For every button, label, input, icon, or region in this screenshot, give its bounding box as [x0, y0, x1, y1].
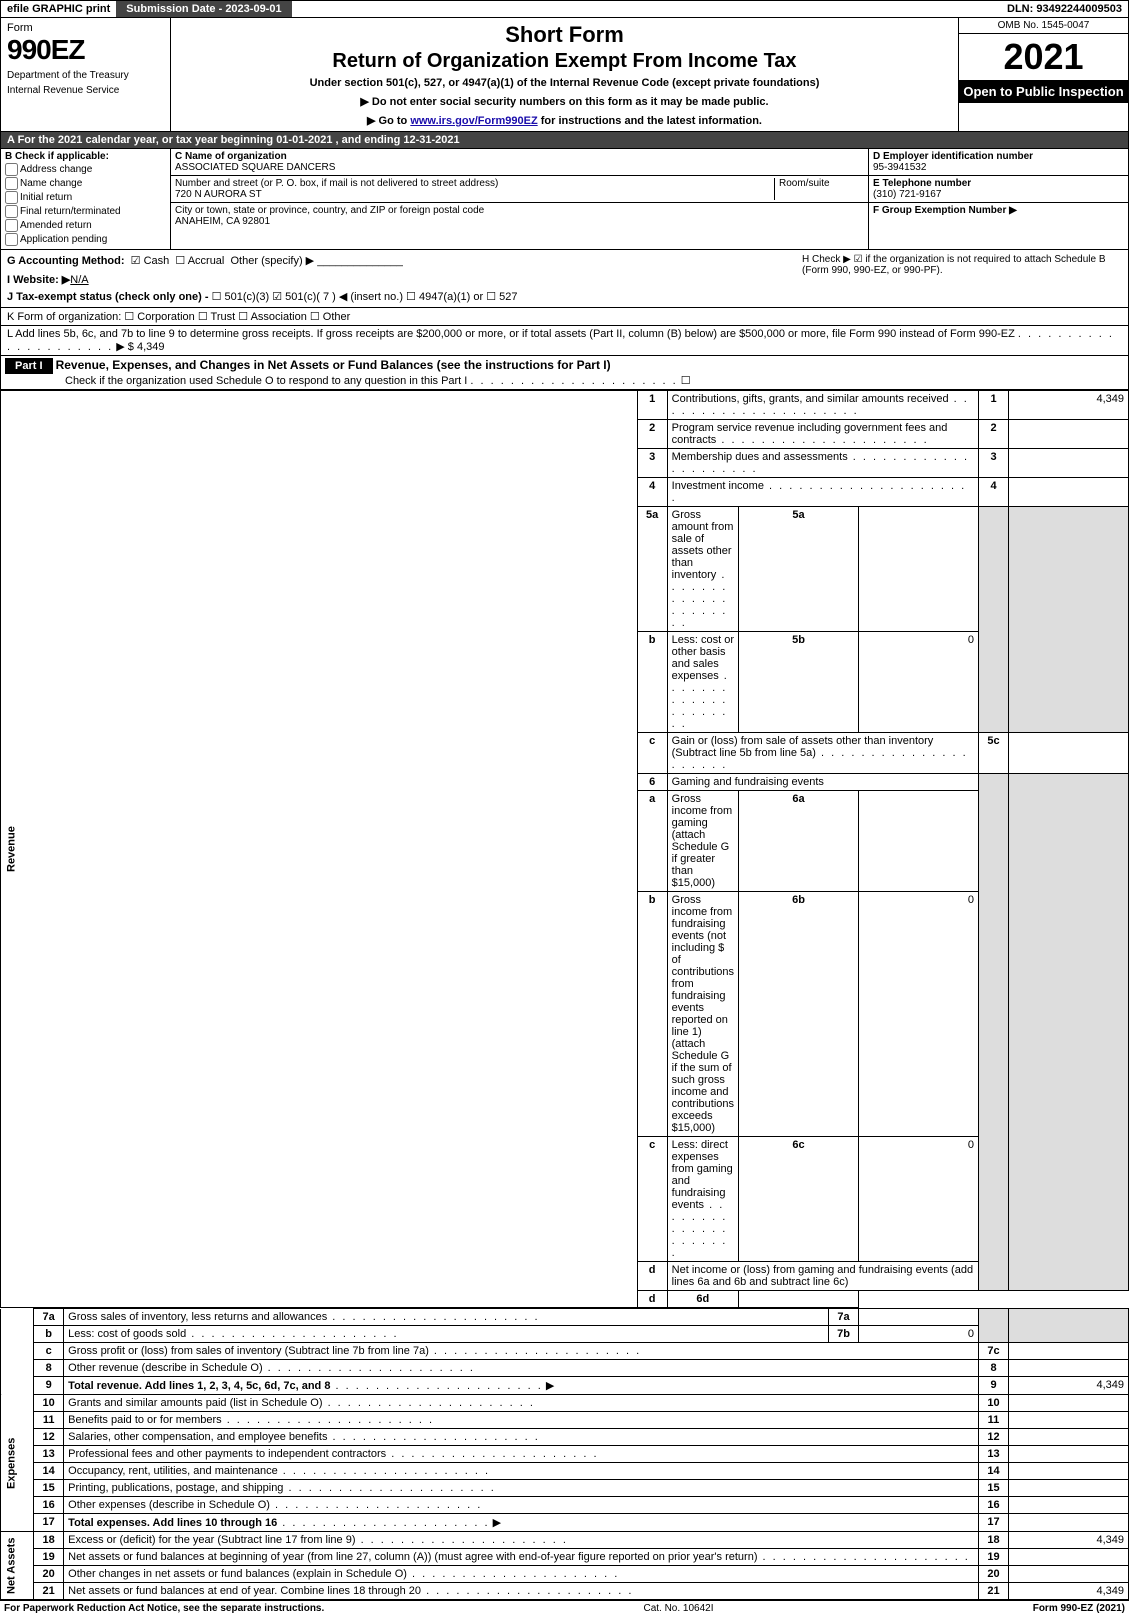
- section-b: B Check if applicable: Address change Na…: [1, 149, 171, 249]
- city-label: City or town, state or province, country…: [175, 205, 484, 216]
- section-g: G Accounting Method: ☑ Cash ☐ Accrual Ot…: [7, 254, 802, 303]
- street: 720 N AURORA ST: [175, 189, 262, 200]
- expenses-label: Expenses: [1, 1395, 34, 1532]
- room-label: Room/suite: [779, 178, 830, 189]
- line-21-val: 4,349: [1009, 1583, 1129, 1600]
- form-label: Form: [7, 22, 164, 34]
- header-right: OMB No. 1545-0047 2021 Open to Public In…: [958, 18, 1128, 131]
- main-title: Return of Organization Exempt From Incom…: [179, 50, 950, 73]
- tax-exempt-row: J Tax-exempt status (check only one) - ☐…: [7, 290, 802, 303]
- lines-table-2: 7aGross sales of inventory, less returns…: [0, 1308, 1129, 1600]
- tax-year: 2021: [959, 34, 1128, 80]
- part1-header: Part I Revenue, Expenses, and Changes in…: [0, 356, 1129, 390]
- part1-check-note: Check if the organization used Schedule …: [65, 375, 467, 387]
- efile-label[interactable]: efile GRAPHIC print: [1, 1, 116, 17]
- goto-suffix: for instructions and the latest informat…: [538, 115, 762, 127]
- tel: (310) 721-9167: [873, 189, 941, 200]
- website: N/A: [70, 274, 88, 286]
- revenue-label: Revenue: [1, 391, 638, 1308]
- check-address-change[interactable]: Address change: [5, 163, 166, 176]
- street-label: Number and street (or P. O. box, if mail…: [175, 178, 498, 189]
- line-18-val: 4,349: [1009, 1532, 1129, 1549]
- under-section: Under section 501(c), 527, or 4947(a)(1)…: [179, 77, 950, 89]
- line-9-val: 4,349: [1009, 1377, 1129, 1395]
- header: Form 990EZ Department of the Treasury In…: [0, 18, 1129, 132]
- dept-treasury: Department of the Treasury: [7, 70, 164, 81]
- org-name-label: C Name of organization: [175, 151, 287, 162]
- ssn-note: ▶ Do not enter social security numbers o…: [179, 95, 950, 108]
- footer-right: Form 990-EZ (2021): [1033, 1603, 1125, 1614]
- ein: 95-3941532: [873, 162, 926, 173]
- line-1-val: 4,349: [1009, 391, 1129, 420]
- ein-cell: D Employer identification number 95-3941…: [869, 149, 1128, 176]
- lines-table: Revenue 1Contributions, gifts, grants, a…: [0, 390, 1129, 1308]
- netassets-label: Net Assets: [1, 1532, 34, 1600]
- goto-note: ▶ Go to www.irs.gov/Form990EZ for instru…: [179, 114, 950, 127]
- section-h: H Check ▶ ☑ if the organization is not r…: [802, 254, 1122, 303]
- street-cell: Number and street (or P. O. box, if mail…: [171, 176, 868, 203]
- part1-title: Revenue, Expenses, and Changes in Net As…: [56, 358, 611, 372]
- grp-cell: F Group Exemption Number ▶: [869, 203, 1128, 218]
- omb-number: OMB No. 1545-0047: [959, 18, 1128, 34]
- grp-label: F Group Exemption Number ▶: [873, 205, 1017, 216]
- section-k: K Form of organization: ☐ Corporation ☐ …: [0, 308, 1129, 326]
- footer: For Paperwork Reduction Act Notice, see …: [0, 1600, 1129, 1616]
- footer-center: Cat. No. 10642I: [643, 1603, 713, 1614]
- tel-label: E Telephone number: [873, 178, 971, 189]
- short-form-title: Short Form: [179, 22, 950, 48]
- section-l: L Add lines 5b, 6c, and 7b to line 9 to …: [0, 326, 1129, 356]
- section-a: A For the 2021 calendar year, or tax yea…: [0, 132, 1129, 149]
- org-name: ASSOCIATED SQUARE DANCERS: [175, 162, 335, 173]
- top-bar: efile GRAPHIC print Submission Date - 20…: [0, 0, 1129, 18]
- check-application-pending[interactable]: Application pending: [5, 233, 166, 246]
- dln: DLN: 93492244009503: [1001, 1, 1128, 17]
- header-center: Short Form Return of Organization Exempt…: [171, 18, 958, 131]
- check-final-return[interactable]: Final return/terminated: [5, 205, 166, 218]
- goto-prefix: ▶ Go to: [367, 115, 410, 127]
- section-c: C Name of organization ASSOCIATED SQUARE…: [171, 149, 868, 249]
- website-row: I Website: ▶N/A: [7, 273, 802, 286]
- submission-date: Submission Date - 2023-09-01: [116, 1, 291, 17]
- city: ANAHEIM, CA 92801: [175, 216, 270, 227]
- line-6b-val: 0: [859, 892, 979, 1137]
- form-number: 990EZ: [7, 34, 164, 66]
- org-name-cell: C Name of organization ASSOCIATED SQUARE…: [171, 149, 868, 176]
- open-inspection: Open to Public Inspection: [959, 80, 1128, 103]
- city-cell: City or town, state or province, country…: [171, 203, 868, 229]
- ein-label: D Employer identification number: [873, 151, 1033, 162]
- check-amended-return[interactable]: Amended return: [5, 219, 166, 232]
- line-5b-val: 0: [859, 632, 979, 733]
- check-name-change[interactable]: Name change: [5, 177, 166, 190]
- line-7b-val: 0: [859, 1326, 979, 1343]
- irs-link[interactable]: www.irs.gov/Form990EZ: [410, 115, 537, 127]
- line-6c-val: 0: [859, 1137, 979, 1262]
- tel-cell: E Telephone number (310) 721-9167: [869, 176, 1128, 203]
- section-gh: G Accounting Method: ☑ Cash ☐ Accrual Ot…: [0, 250, 1129, 308]
- info-grid: B Check if applicable: Address change Na…: [0, 149, 1129, 250]
- header-left: Form 990EZ Department of the Treasury In…: [1, 18, 171, 131]
- dept-irs: Internal Revenue Service: [7, 85, 164, 96]
- part1-label: Part I: [5, 358, 53, 374]
- section-b-label: B Check if applicable:: [5, 151, 166, 162]
- footer-left: For Paperwork Reduction Act Notice, see …: [4, 1603, 324, 1614]
- accounting-method: G Accounting Method: ☑ Cash ☐ Accrual Ot…: [7, 254, 802, 267]
- gross-receipts: 4,349: [137, 341, 165, 353]
- section-def: D Employer identification number 95-3941…: [868, 149, 1128, 249]
- check-initial-return[interactable]: Initial return: [5, 191, 166, 204]
